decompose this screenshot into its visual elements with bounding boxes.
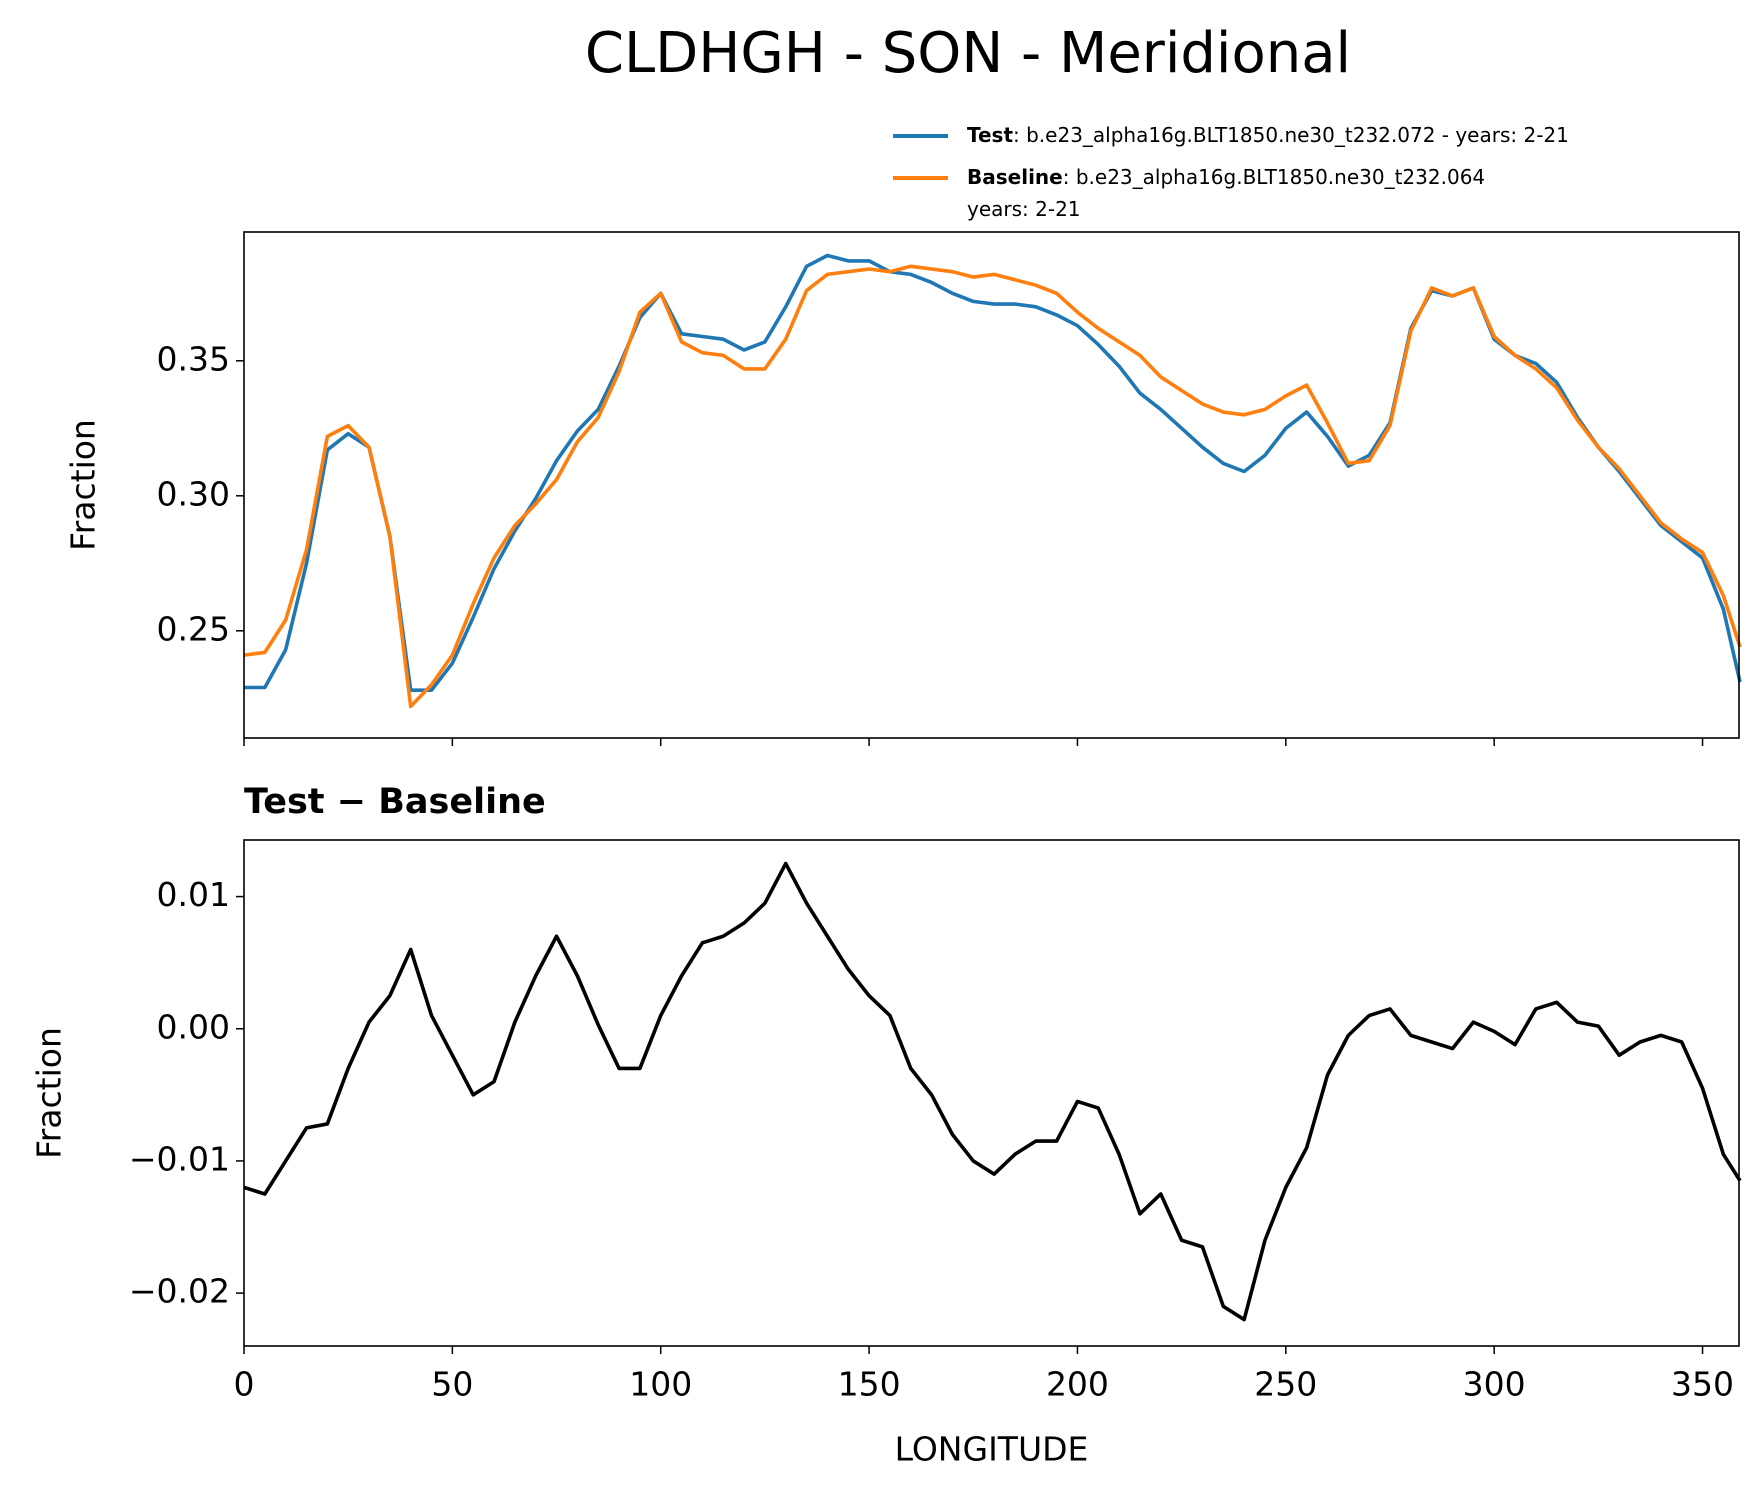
x-axis-label: LONGITUDE — [895, 1430, 1089, 1469]
data-line — [243, 264, 1742, 709]
x-tick-label: 350 — [1671, 1365, 1734, 1404]
y-axis-label: Fraction — [30, 1027, 69, 1159]
y-tick-label: 0.00 — [157, 1007, 230, 1046]
subplot-title: Test − Baseline — [244, 782, 546, 822]
y-tick-label: 0.30 — [157, 474, 230, 513]
y-axis-label: Fraction — [64, 419, 103, 551]
x-tick-label: 200 — [1046, 1365, 1109, 1404]
chart-title: CLDHGH - SON - Meridional — [585, 21, 1351, 86]
legend-label: Test: b.e23_alpha16g.BLT1850.ne30_t232.0… — [967, 123, 1569, 147]
y-tick-label: 0.25 — [157, 609, 230, 648]
data-line — [243, 861, 1742, 1322]
y-tick-label: −0.01 — [129, 1139, 230, 1178]
x-tick-label: 150 — [838, 1365, 901, 1404]
y-tick-label: 0.01 — [157, 875, 230, 914]
legend-text: years: 2-21 — [967, 197, 1081, 221]
legend-name: Test — [967, 123, 1013, 147]
x-tick-label: 100 — [629, 1365, 692, 1404]
axes-frame — [243, 231, 1740, 739]
legend-text: : b.e23_alpha16g.BLT1850.ne30_t232.064 — [1063, 165, 1485, 189]
legend-label: Baseline: b.e23_alpha16g.BLT1850.ne30_t2… — [967, 165, 1485, 221]
data-line — [244, 253, 1742, 693]
x-tick-label: 300 — [1463, 1365, 1526, 1404]
legend-name: Baseline — [967, 165, 1063, 189]
axes-frame — [243, 839, 1740, 1347]
x-tick-label: 50 — [431, 1365, 473, 1404]
y-tick-label: −0.02 — [129, 1272, 230, 1311]
y-tick-label: 0.35 — [157, 339, 230, 378]
x-tick-label: 250 — [1254, 1365, 1317, 1404]
x-tick-label: 0 — [234, 1365, 255, 1404]
legend-text: : b.e23_alpha16g.BLT1850.ne30_t232.072 -… — [1013, 123, 1569, 147]
